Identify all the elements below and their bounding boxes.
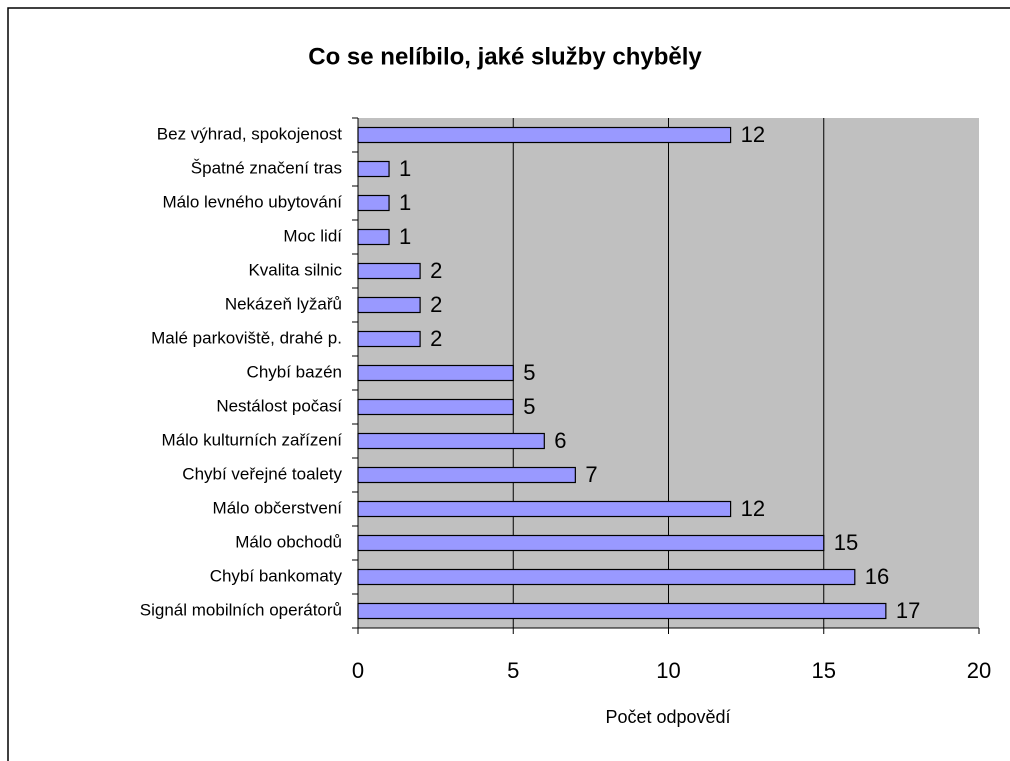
y-tick-label: Málo levného ubytování — [162, 192, 342, 211]
value-label: 16 — [865, 564, 889, 589]
chart-title: Co se nelíbilo, jaké služby chyběly — [308, 43, 702, 70]
y-tick-label: Chybí bazén — [247, 362, 342, 381]
y-tick-label: Nestálost počasí — [216, 396, 342, 415]
value-label: 5 — [523, 394, 535, 419]
value-label: 1 — [399, 224, 411, 249]
value-label: 15 — [834, 530, 858, 555]
y-tick-label: Málo obchodů — [235, 532, 342, 551]
x-tick-label: 0 — [352, 658, 364, 683]
bar — [357, 500, 732, 518]
bar — [357, 568, 856, 586]
value-label: 7 — [585, 462, 597, 487]
value-label: 12 — [741, 122, 765, 147]
bar — [357, 364, 514, 382]
value-label: 1 — [399, 190, 411, 215]
value-label: 17 — [896, 598, 920, 623]
x-tick-label: 10 — [656, 658, 680, 683]
bar — [357, 330, 421, 348]
y-tick-label: Chybí bankomaty — [210, 566, 343, 585]
bar — [357, 296, 421, 314]
value-label: 6 — [554, 428, 566, 453]
y-tick-label: Chybí veřejné toalety — [182, 464, 342, 483]
y-tick-label: Kvalita silnic — [248, 260, 342, 279]
y-tick-label: Málo občerstvení — [213, 498, 343, 517]
y-tick-label: Signál mobilních operátorů — [140, 600, 342, 619]
bar — [357, 602, 887, 620]
y-tick-label: Bez výhrad, spokojenost — [157, 124, 342, 143]
x-axis-title: Počet odpovědí — [605, 707, 730, 727]
bar — [357, 432, 545, 450]
bar — [357, 126, 732, 144]
bar — [357, 262, 421, 280]
value-label: 2 — [430, 326, 442, 351]
value-label: 2 — [430, 258, 442, 283]
y-tick-label: Špatné značení tras — [191, 158, 342, 177]
value-label: 5 — [523, 360, 535, 385]
bar — [357, 228, 390, 246]
bar — [357, 466, 576, 484]
bar — [357, 194, 390, 212]
value-label: 1 — [399, 156, 411, 181]
y-tick-label: Málo kulturních zařízení — [162, 430, 343, 449]
bar — [357, 160, 390, 178]
y-tick-label: Nekázeň lyžařů — [225, 294, 342, 313]
x-tick-label: 20 — [967, 658, 991, 683]
x-tick-label: 15 — [812, 658, 836, 683]
bar — [357, 398, 514, 416]
y-tick-label: Malé parkoviště, drahé p. — [151, 328, 342, 347]
x-tick-label: 5 — [507, 658, 519, 683]
value-label: 2 — [430, 292, 442, 317]
bar — [357, 534, 825, 552]
value-label: 12 — [741, 496, 765, 521]
y-tick-label: Moc lidí — [283, 226, 342, 245]
